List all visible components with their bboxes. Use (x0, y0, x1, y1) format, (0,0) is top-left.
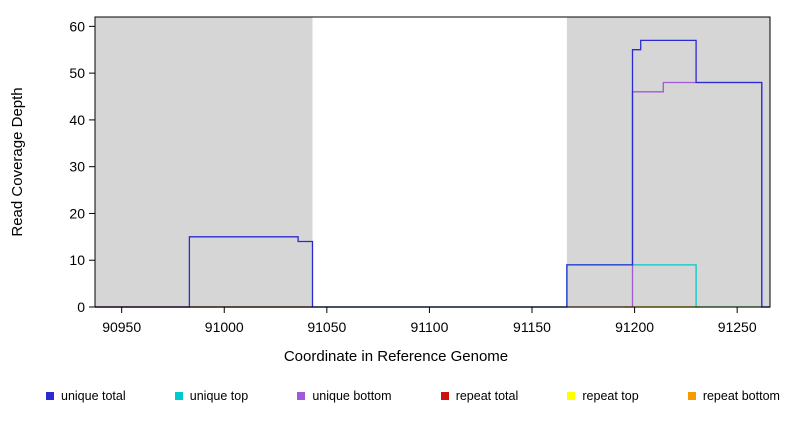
repeat-region-left (95, 17, 313, 307)
x-tick-label: 91000 (205, 319, 244, 335)
legend-item-repeat-total: repeat total (440, 389, 519, 403)
series-unique-total (95, 39, 770, 308)
coverage-chart: 90950 91000 91050 91100 91150 91200 91250 0 10 20… (0, 16, 792, 403)
legend-item-unique-total: unique total (46, 389, 126, 403)
legend-item-repeat-top: repeat top (567, 389, 639, 403)
axis-ticks: 90950 91000 91050 91100 91150 91200 91250 0 10 20… (69, 18, 756, 335)
y-tick-label: 30 (69, 159, 85, 175)
legend-swatch (687, 392, 696, 400)
x-tick-label: 91050 (307, 319, 346, 335)
plot-frame (94, 16, 771, 308)
legend-swatch (440, 392, 449, 400)
x-tick-label: 91150 (513, 319, 551, 335)
legend-label: repeat top (582, 389, 639, 403)
legend-swatch (297, 392, 306, 400)
x-tick-label: 91200 (615, 319, 654, 335)
legend-label: repeat bottom (702, 389, 780, 403)
y-tick-label: 10 (69, 252, 85, 268)
x-tick-label: 91250 (718, 319, 757, 335)
y-tick-label: 40 (69, 112, 85, 128)
legend-item-repeat-bottom: repeat bottom (687, 389, 780, 403)
y-axis-label: Read Coverage Depth (9, 87, 26, 236)
repeat-region-right (566, 17, 770, 307)
y-tick-label: 50 (69, 65, 85, 81)
x-tick-label: 90950 (102, 319, 141, 335)
legend-item-unique-bottom: unique bottom (297, 389, 392, 403)
y-tick-label: 60 (69, 18, 85, 34)
legend-swatch (46, 392, 54, 400)
legend: unique total unique top unique bottom repea… (0, 389, 792, 403)
x-tick-label: 91100 (410, 319, 448, 335)
plot-frame-group (94, 16, 771, 308)
legend-label: unique total (61, 389, 126, 403)
legend-label: unique top (189, 389, 249, 403)
shaded-regions (95, 17, 770, 307)
legend-swatch (567, 392, 576, 400)
plot-svg: 90950 91000 91050 91100 91150 91200 91250 0 10 20… (9, 16, 771, 335)
legend-label: unique bottom (312, 389, 392, 403)
x-axis-label: Coordinate in Reference Genome (283, 348, 509, 365)
legend-label: repeat total (455, 389, 519, 403)
legend-item-unique-top: unique top (174, 389, 249, 403)
legend-swatch (174, 392, 183, 400)
y-tick-label: 20 (69, 205, 85, 221)
y-tick-label: 0 (77, 299, 85, 315)
